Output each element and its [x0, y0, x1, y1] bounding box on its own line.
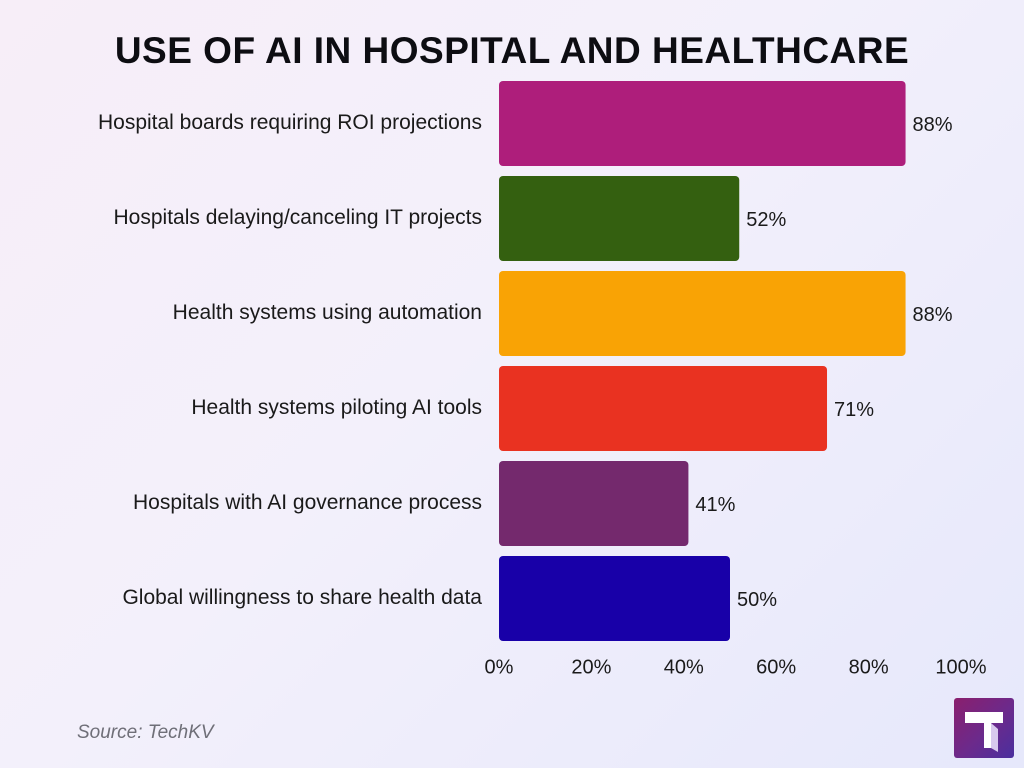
- techkv-logo-icon: [954, 698, 1014, 758]
- bars-group: [499, 81, 906, 641]
- value-label: 41%: [695, 494, 735, 516]
- chart-title: USE OF AI IN HOSPITAL AND HEALTHCARE: [114, 30, 910, 71]
- category-label: Hospitals delaying/canceling IT projects: [114, 206, 482, 229]
- category-label: Hospital boards requiring ROI projection…: [98, 111, 482, 134]
- bar: [499, 366, 828, 451]
- category-label: Hospitals with AI governance process: [133, 491, 482, 514]
- x-tick-label: 40%: [664, 656, 704, 678]
- value-label: 50%: [737, 589, 777, 611]
- category-label: Health systems using automation: [173, 301, 482, 324]
- category-label: Global willingness to share health data: [122, 586, 482, 609]
- bar: [499, 556, 730, 641]
- bar: [499, 271, 906, 356]
- value-label: 71%: [834, 399, 874, 421]
- x-axis-ticks-group: 0% 20% 40% 60% 80% 100%: [485, 656, 987, 678]
- source-caption: Source: TechKV: [77, 722, 214, 743]
- bar: [499, 81, 906, 166]
- x-tick-label: 20%: [571, 656, 611, 678]
- bar: [499, 176, 740, 261]
- x-tick-label: 80%: [849, 656, 889, 678]
- x-tick-label: 100%: [935, 656, 986, 678]
- value-label: 52%: [746, 209, 786, 231]
- category-labels-group: Hospital boards requiring ROI projection…: [98, 111, 482, 609]
- x-tick-label: 60%: [756, 656, 796, 678]
- value-label: 88%: [913, 114, 953, 136]
- bar: [499, 461, 689, 546]
- category-label: Health systems piloting AI tools: [191, 396, 482, 419]
- value-label: 88%: [913, 304, 953, 326]
- x-tick-label: 0%: [485, 656, 514, 678]
- value-labels-group: 88% 52% 88% 71% 41% 50%: [695, 114, 952, 611]
